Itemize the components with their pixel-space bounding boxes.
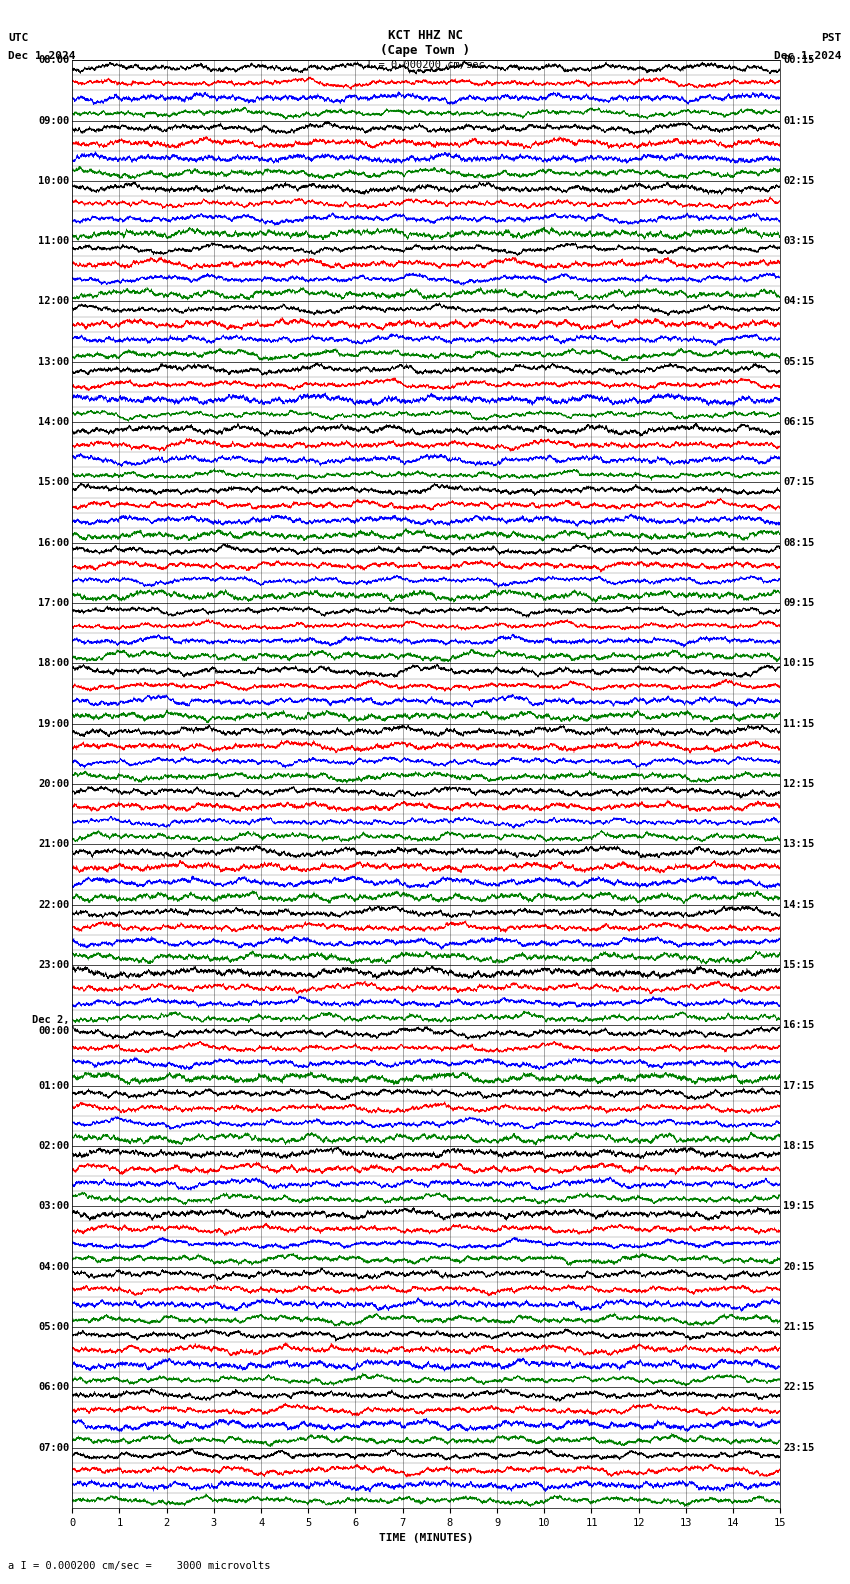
Text: 17:00: 17:00	[38, 599, 70, 608]
Text: 11:15: 11:15	[783, 719, 814, 729]
Text: 02:15: 02:15	[783, 176, 814, 185]
Text: 11:00: 11:00	[38, 236, 70, 246]
Text: 18:15: 18:15	[783, 1140, 814, 1152]
Text: 03:00: 03:00	[38, 1201, 70, 1212]
Text: 15:00: 15:00	[38, 477, 70, 488]
Text: 08:00: 08:00	[38, 55, 70, 65]
Text: 12:00: 12:00	[38, 296, 70, 306]
Text: 03:15: 03:15	[783, 236, 814, 246]
Text: KCT HHZ NC: KCT HHZ NC	[388, 29, 462, 41]
Text: 22:00: 22:00	[38, 900, 70, 909]
Text: 20:00: 20:00	[38, 779, 70, 789]
Text: 01:00: 01:00	[38, 1080, 70, 1091]
Text: a I = 0.000200 cm/sec =    3000 microvolts: a I = 0.000200 cm/sec = 3000 microvolts	[8, 1562, 271, 1571]
Text: 23:15: 23:15	[783, 1443, 814, 1453]
Text: 10:00: 10:00	[38, 176, 70, 185]
Text: 19:00: 19:00	[38, 719, 70, 729]
Text: 21:15: 21:15	[783, 1323, 814, 1332]
Text: Dec 1,2024: Dec 1,2024	[774, 51, 842, 60]
Text: PST: PST	[821, 33, 842, 43]
X-axis label: TIME (MINUTES): TIME (MINUTES)	[379, 1533, 473, 1543]
Text: 09:00: 09:00	[38, 116, 70, 125]
Text: 02:00: 02:00	[38, 1140, 70, 1152]
Text: 05:00: 05:00	[38, 1323, 70, 1332]
Text: 07:15: 07:15	[783, 477, 814, 488]
Text: 16:00: 16:00	[38, 539, 70, 548]
Text: (Cape Town ): (Cape Town )	[380, 44, 470, 57]
Text: 13:15: 13:15	[783, 840, 814, 849]
Text: 07:00: 07:00	[38, 1443, 70, 1453]
Text: 23:00: 23:00	[38, 960, 70, 969]
Text: 08:15: 08:15	[783, 539, 814, 548]
Text: 10:15: 10:15	[783, 659, 814, 668]
Text: UTC: UTC	[8, 33, 29, 43]
Text: Dec 2,
00:00: Dec 2, 00:00	[32, 1015, 70, 1036]
Text: 18:00: 18:00	[38, 659, 70, 668]
Text: 04:15: 04:15	[783, 296, 814, 306]
Text: 15:15: 15:15	[783, 960, 814, 969]
Text: 05:15: 05:15	[783, 356, 814, 367]
Text: 14:15: 14:15	[783, 900, 814, 909]
Text: 14:00: 14:00	[38, 417, 70, 428]
Text: 17:15: 17:15	[783, 1080, 814, 1091]
Text: 04:00: 04:00	[38, 1262, 70, 1272]
Text: Dec 1,2024: Dec 1,2024	[8, 51, 76, 60]
Text: 00:15: 00:15	[783, 55, 814, 65]
Text: 01:15: 01:15	[783, 116, 814, 125]
Text: 13:00: 13:00	[38, 356, 70, 367]
Text: 22:15: 22:15	[783, 1383, 814, 1392]
Text: 16:15: 16:15	[783, 1020, 814, 1030]
Text: 06:15: 06:15	[783, 417, 814, 428]
Text: I = 0.000200 cm/sec: I = 0.000200 cm/sec	[366, 60, 484, 70]
Text: 19:15: 19:15	[783, 1201, 814, 1212]
Text: 20:15: 20:15	[783, 1262, 814, 1272]
Text: 06:00: 06:00	[38, 1383, 70, 1392]
Text: 09:15: 09:15	[783, 599, 814, 608]
Text: 21:00: 21:00	[38, 840, 70, 849]
Text: 12:15: 12:15	[783, 779, 814, 789]
